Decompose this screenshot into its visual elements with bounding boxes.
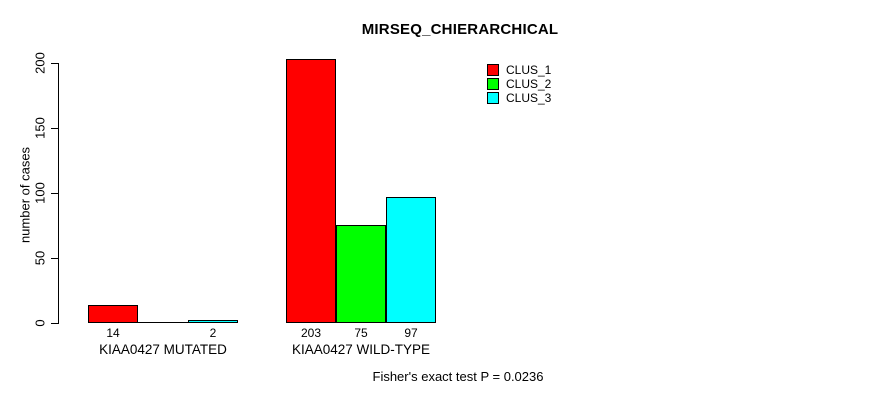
y-axis-tick-label: 200 bbox=[32, 52, 48, 74]
legend-item-clus-3: CLUS_3 bbox=[487, 91, 551, 105]
y-axis-tick-label: 0 bbox=[32, 319, 48, 327]
chart-title: MIRSEQ_CHIERARCHICAL bbox=[361, 21, 559, 38]
y-axis-title: number of cases bbox=[17, 146, 33, 244]
legend-item-clus-2: CLUS_2 bbox=[487, 77, 551, 91]
y-axis-tick-label: 150 bbox=[32, 117, 48, 139]
bar-value-label: 75 bbox=[354, 326, 368, 340]
legend-item-clus-1: CLUS_1 bbox=[487, 63, 551, 77]
y-axis-tick bbox=[51, 258, 58, 259]
bar-value-label: 203 bbox=[300, 326, 322, 340]
bar-clus_3 bbox=[188, 320, 238, 323]
bar-clus_1 bbox=[286, 59, 336, 323]
legend-label-clus-1: CLUS_1 bbox=[506, 63, 552, 77]
bar-value-label: 97 bbox=[404, 326, 418, 340]
y-axis-tick bbox=[51, 63, 58, 64]
bar-value-label: 14 bbox=[106, 326, 120, 340]
legend-swatch-clus-3 bbox=[487, 92, 499, 104]
legend-label-clus-3: CLUS_3 bbox=[506, 91, 552, 105]
bar-clus_1 bbox=[88, 305, 138, 323]
y-axis-tick bbox=[51, 323, 58, 324]
y-axis-tick-label: 50 bbox=[32, 250, 48, 266]
bar-clus_3 bbox=[386, 197, 436, 323]
bar-clus_2-zero bbox=[138, 322, 188, 323]
legend: CLUS_1 CLUS_2 CLUS_3 bbox=[487, 63, 551, 105]
legend-swatch-clus-2 bbox=[487, 78, 499, 90]
legend-swatch-clus-1 bbox=[487, 64, 499, 76]
stat-annotation: Fisher's exact test P = 0.0236 bbox=[372, 369, 544, 384]
bar-clus_2 bbox=[336, 225, 386, 323]
y-axis-tick bbox=[51, 193, 58, 194]
y-axis-tick-label: 100 bbox=[32, 182, 48, 204]
category-label: KIAA0427 WILD-TYPE bbox=[291, 342, 431, 357]
bar-value-label: 2 bbox=[209, 326, 217, 340]
category-label: KIAA0427 MUTATED bbox=[99, 342, 227, 357]
y-axis-line bbox=[58, 63, 59, 324]
legend-label-clus-2: CLUS_2 bbox=[506, 77, 552, 91]
y-axis-tick bbox=[51, 128, 58, 129]
